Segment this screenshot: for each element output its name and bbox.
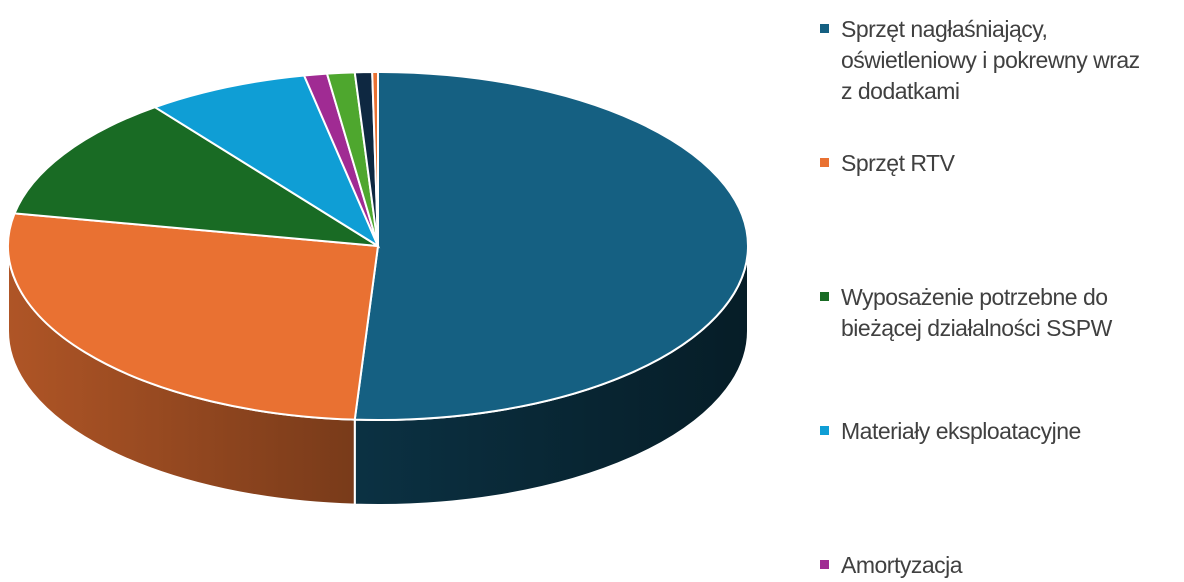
legend-item: Sprzęt RTV [820, 148, 1150, 179]
slice [353, 70, 749, 421]
legend-swatch [820, 560, 829, 569]
slice [371, 70, 379, 247]
legend-label: Sprzęt RTV [841, 150, 955, 176]
legend-item: Materiały eksploatacyjne [820, 416, 1150, 447]
legend-label: Amortyzacja [841, 552, 963, 578]
legend-label: Wyposażenie potrzebne do bieżącej działa… [841, 284, 1112, 341]
legend-item: Amortyzacja [820, 550, 1150, 581]
slice [7, 212, 380, 421]
legend-swatch [820, 24, 829, 33]
pie-area [7, 70, 749, 506]
slice [13, 106, 379, 247]
legend-item: Wyposażenie potrzebne do bieżącej działa… [820, 282, 1150, 344]
legend-swatch [820, 292, 829, 301]
legend-swatch [820, 158, 829, 167]
legend-swatch [820, 426, 829, 435]
legend-label: Materiały eksploatacyjne [841, 418, 1081, 444]
legend-label: Sprzęt nagłaśniający, oświetleniowy i po… [841, 16, 1140, 104]
legend-item: Sprzęt nagłaśniający, oświetleniowy i po… [820, 14, 1150, 107]
